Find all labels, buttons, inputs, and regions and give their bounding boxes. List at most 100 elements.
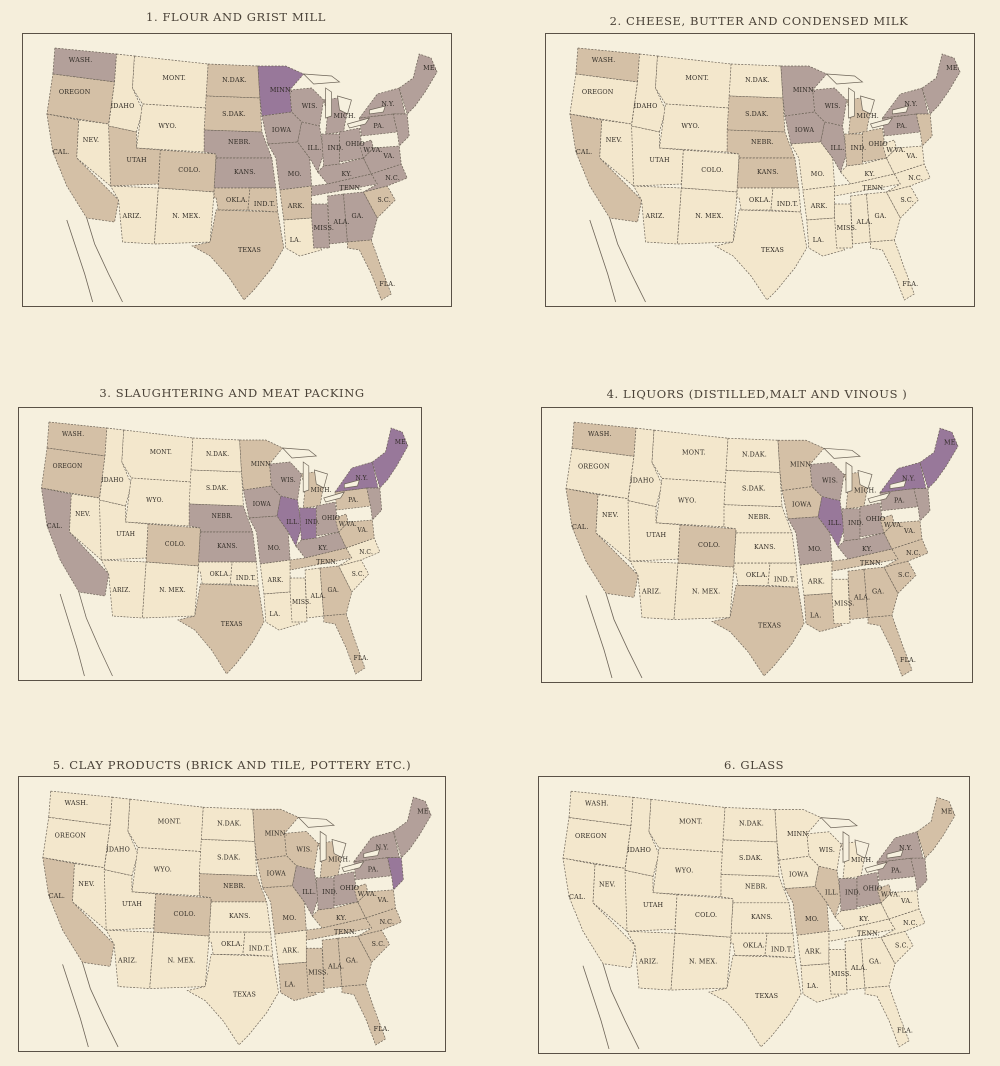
state-label-me: ME.: [946, 64, 960, 72]
state-label-wa: WASH.: [62, 431, 84, 438]
state-label-mi: MICH.: [851, 856, 874, 864]
state-al: [321, 937, 343, 989]
state-label-in: IND.: [851, 144, 867, 152]
state-label-in: IND.: [322, 888, 338, 896]
state-or: [41, 447, 106, 499]
state-wv: [334, 513, 349, 533]
state-label-wy: WYO.: [675, 866, 693, 874]
state-label-ca: CAL.: [53, 148, 70, 156]
lake-2: [319, 830, 327, 863]
state-label-wa: WASH.: [585, 799, 609, 807]
state-ar: [802, 185, 835, 221]
state-label-la: LA.: [813, 236, 824, 244]
lake-4: [341, 861, 365, 873]
state-al: [850, 193, 871, 245]
state-nv: [595, 494, 639, 562]
state-label-or: OREGON: [578, 462, 610, 470]
state-label-oh: OHIO: [322, 515, 340, 522]
state-label-ks: KANS.: [217, 543, 237, 550]
state-label-va: VA.: [900, 897, 912, 905]
state-wv: [359, 139, 374, 159]
state-tn: [831, 548, 899, 572]
state-oh: [859, 502, 885, 538]
state-sd: [198, 839, 258, 877]
state-label-wy: WYO.: [158, 122, 176, 130]
lake-1: [302, 73, 341, 85]
state-it: [764, 932, 796, 958]
state-label-mi: MICH.: [311, 487, 332, 494]
state-tn: [834, 173, 901, 197]
state-ne_reg: [916, 796, 956, 859]
map-panel-3: 3. SLAUGHTERING AND MEAT PACKING WASH. OR…: [16, 383, 448, 683]
state-label-ut: UTAH: [122, 900, 142, 908]
state-label-id: IDAHO: [627, 846, 651, 854]
state-label-al: ALA.: [853, 593, 870, 601]
state-label-ia: IOWA: [789, 870, 809, 878]
state-label-mo: MO.: [283, 914, 297, 922]
coastline: [589, 217, 646, 303]
state-label-il: ILL.: [302, 888, 316, 896]
state-ne: [188, 503, 254, 533]
state-label-ia: IOWA: [792, 501, 812, 509]
state-ar: [274, 929, 307, 965]
state-label-ar: ARK.: [807, 577, 825, 585]
state-or: [562, 817, 632, 869]
lake-3: [857, 469, 873, 490]
state-label-mo: MO.: [811, 170, 825, 178]
state-mo: [267, 141, 313, 191]
state-label-nv: NEV.: [78, 880, 94, 888]
state-label-sc: S.C.: [895, 941, 909, 949]
state-ne_reg: [393, 796, 432, 859]
state-va: [883, 520, 923, 550]
lake-4: [869, 117, 894, 129]
state-label-fl: FLA.: [374, 1025, 390, 1033]
lake-1: [820, 817, 858, 829]
map-title-3: 3. SLAUGHTERING AND MEAT PACKING: [99, 386, 365, 400]
state-label-ky: KY.: [859, 915, 870, 923]
state-label-ok: OKLA.: [221, 940, 243, 948]
state-label-nv: NEV.: [83, 136, 100, 144]
state-wy: [652, 847, 724, 898]
state-label-ca: CAL.: [572, 523, 589, 531]
state-or: [46, 73, 115, 125]
lake-4: [346, 117, 371, 129]
state-label-al: ALA.: [327, 962, 344, 970]
state-label-oh: OHIO: [345, 140, 364, 148]
state-ar: [799, 560, 833, 596]
state-ga: [343, 191, 378, 243]
state-label-sc: S.C.: [377, 196, 391, 204]
state-label-nc: N.C.: [380, 918, 395, 926]
state-fl: [864, 985, 910, 1048]
state-label-ne: NEBR.: [228, 138, 251, 146]
state-or: [565, 447, 635, 500]
state-label-ar: ARK.: [267, 577, 284, 584]
state-az: [626, 930, 676, 991]
state-label-ga: GA.: [869, 958, 881, 966]
state-label-mn: MINN.: [270, 86, 293, 94]
state-label-wi: WIS.: [825, 102, 841, 110]
state-mdde: [910, 857, 928, 892]
state-id: [108, 53, 143, 133]
state-label-wv: W.VA.: [358, 890, 377, 898]
state-label-nm: N. MEX.: [692, 587, 720, 595]
state-label-mn: MINN.: [265, 829, 288, 837]
state-label-ny: N.Y.: [904, 100, 917, 108]
state-label-ut: UTAH: [116, 531, 135, 538]
state-wy: [136, 103, 207, 153]
state-fl: [870, 239, 915, 301]
state-mdde: [915, 113, 933, 147]
state-label-ar: ARK.: [810, 202, 828, 210]
map-panel-5: 5. CLAY PRODUCTS (BRICK AND TILE, POTTER…: [16, 756, 448, 1054]
state-tx: [186, 953, 279, 1046]
lake-5: [886, 849, 904, 859]
state-sc: [362, 185, 396, 219]
state-label-ks: KANS.: [751, 913, 773, 921]
state-label-tn: TENN.: [860, 559, 883, 567]
state-label-or: OREGON: [55, 831, 87, 839]
coastline: [66, 217, 123, 303]
state-label-mt: MONT.: [158, 817, 181, 825]
state-label-ok: OKLA.: [746, 571, 768, 579]
state-label-mn: MINN.: [793, 86, 816, 94]
map-panel-1: 1. FLOUR AND GRIST MILL WASH. OREGON CAL. N…: [20, 8, 452, 308]
state-label-ut: UTAH: [127, 156, 147, 164]
